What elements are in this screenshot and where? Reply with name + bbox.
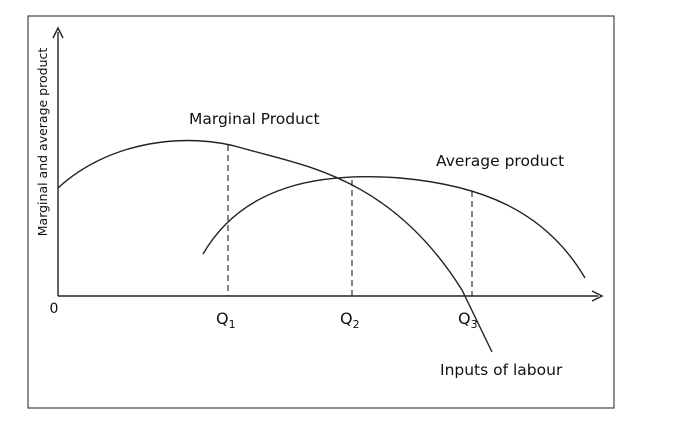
average-product-curve [202,176,586,279]
tick-q2-sub: 2 [353,318,360,331]
tick-label-q3: Q3 [458,309,478,331]
average-product-label: Average product [436,152,564,170]
tick-q1-base: Q [216,309,229,328]
tick-q1-sub: 1 [229,318,236,331]
tick-label-q2: Q2 [340,309,360,331]
origin-label: 0 [50,301,59,317]
x-axis-label: Inputs of labour [440,361,563,379]
marginal-product-label: Marginal Product [189,110,320,128]
tick-q2-base: Q [340,309,353,328]
marginal-product-curve [57,139,493,353]
x-axis-arrow [591,290,604,302]
diagram-frame [27,15,615,409]
tick-label-q1: Q1 [216,309,236,331]
tick-q3-base: Q [458,309,471,328]
tick-q3-sub: 3 [471,318,478,331]
y-axis-arrow [52,26,64,39]
y-axis-label: Marginal and average product [35,48,50,237]
